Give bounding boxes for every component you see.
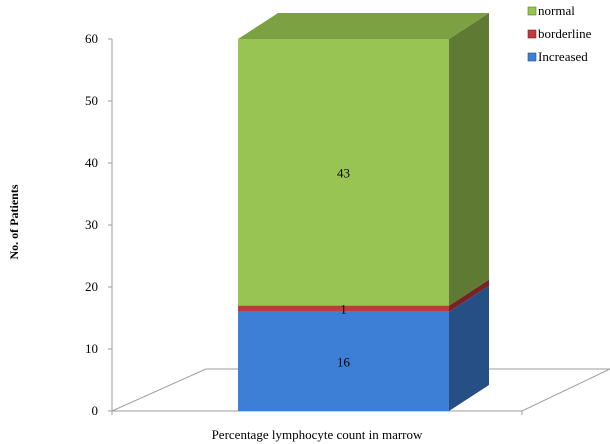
y-tick-label: 20 — [85, 279, 98, 294]
y-tick-label: 10 — [85, 341, 98, 356]
data-label-borderline: 1 — [340, 302, 347, 317]
y-tick-label: 40 — [85, 155, 98, 170]
legend: normal borderline Increased — [527, 3, 592, 64]
legend-label-increased: Increased — [538, 49, 588, 64]
y-axis: 0 10 20 30 40 50 60 — [85, 31, 113, 418]
data-label-normal: 43 — [337, 165, 350, 180]
bar-segment-increased — [238, 311, 449, 411]
legend-label-borderline: borderline — [538, 26, 592, 41]
data-label-increased: 16 — [337, 354, 351, 369]
bar-side-increased — [449, 285, 489, 411]
legend-swatch-borderline — [527, 29, 537, 39]
y-tick-label: 50 — [85, 93, 98, 108]
legend-swatch-normal — [527, 6, 537, 16]
legend-label-normal: normal — [538, 3, 575, 18]
y-tick-label: 60 — [85, 31, 98, 46]
bar-side-normal — [449, 13, 489, 306]
y-tick-label: 0 — [92, 403, 99, 418]
legend-swatch-increased — [527, 52, 537, 62]
bar-segment-normal — [238, 39, 449, 306]
bar-side-borderline — [449, 279, 489, 312]
data-labels: 16 1 43 — [337, 165, 351, 369]
y-tick-label: 30 — [85, 217, 98, 232]
bar-segment-borderline — [238, 305, 449, 312]
y-axis-label: No. of Patients — [7, 184, 21, 259]
bar-top-normal — [238, 13, 489, 39]
x-axis-label: Percentage lymphocyte count in marrow — [212, 427, 423, 442]
bar-stack — [238, 13, 489, 411]
